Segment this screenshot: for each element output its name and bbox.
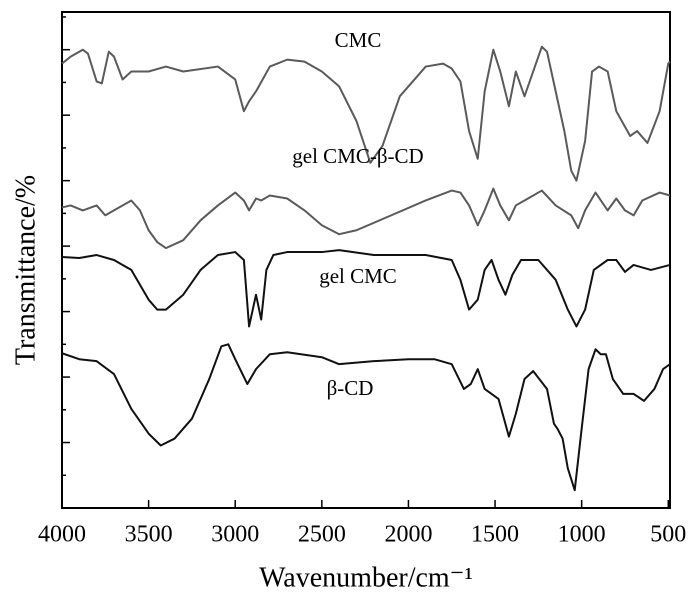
- x-tick-label: 2500: [298, 522, 346, 548]
- spectrum-line: [61, 343, 671, 492]
- x-tick-label: 3500: [125, 522, 173, 548]
- series-label: gel CMC-β-CD: [292, 144, 423, 168]
- x-tick-label: 1000: [558, 522, 606, 548]
- series-label: gel CMC: [319, 264, 397, 288]
- x-axis-title: Wavenumber/cm⁻¹: [259, 562, 473, 593]
- x-tick-label: 1500: [471, 522, 519, 548]
- x-tick-label: 500: [650, 522, 686, 548]
- x-tick-label: 3000: [211, 522, 259, 548]
- series-label: CMC: [335, 28, 382, 52]
- y-axis-title: Transmittance/%: [10, 175, 41, 365]
- series-label: β-CD: [327, 376, 374, 400]
- x-tick-label: 2000: [384, 522, 432, 548]
- spectrum-line: [61, 45, 671, 182]
- plot-frame: [61, 11, 671, 509]
- spectrum-line: [61, 187, 671, 250]
- spectrum-line: [61, 249, 671, 328]
- x-tick-label: 4000: [38, 522, 86, 548]
